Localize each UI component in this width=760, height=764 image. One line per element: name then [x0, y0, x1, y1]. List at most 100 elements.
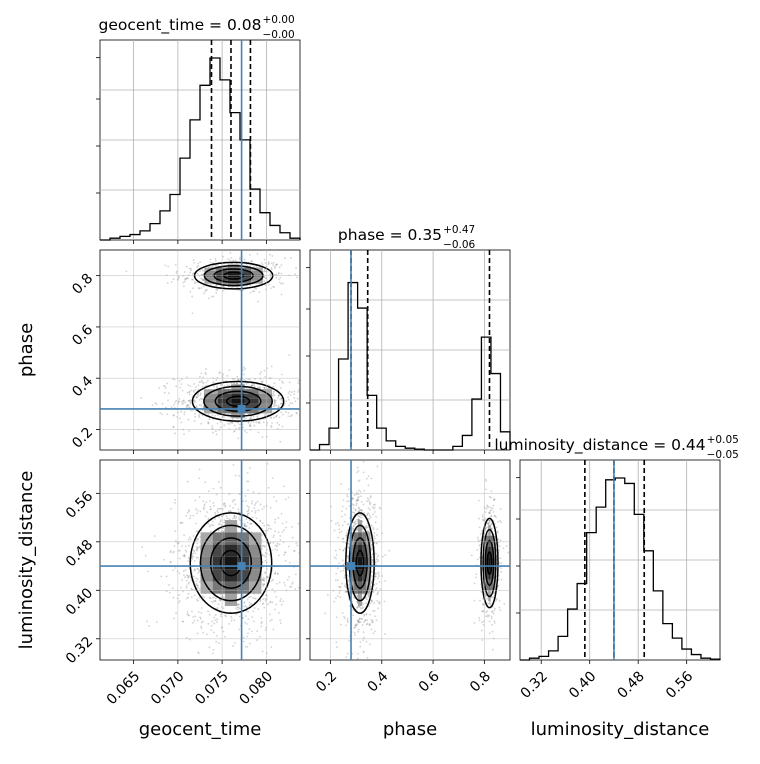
sample-point	[353, 522, 356, 525]
sample-point	[167, 399, 169, 402]
panel-title-geocent_time: geocent_time = 0.08	[99, 16, 262, 35]
sample-point	[248, 425, 251, 427]
sample-point	[235, 382, 238, 384]
sample-point	[376, 599, 379, 602]
sample-point	[211, 414, 214, 416]
sample-point	[184, 549, 187, 552]
sample-point	[335, 616, 338, 619]
sample-point	[198, 477, 201, 480]
sample-point	[180, 521, 182, 524]
sample-point	[195, 405, 198, 408]
sample-point	[187, 576, 190, 579]
sample-point	[216, 618, 219, 621]
sample-point	[184, 545, 187, 548]
sample-point	[226, 384, 229, 387]
density-cell	[231, 398, 245, 404]
sample-point	[253, 507, 256, 510]
sample-point	[222, 530, 225, 533]
sample-point	[193, 399, 196, 402]
sample-point	[366, 500, 368, 502]
sample-point	[177, 276, 180, 279]
sample-point	[496, 531, 499, 534]
sample-point	[196, 396, 198, 399]
sample-point	[195, 548, 198, 551]
sample-point	[375, 619, 378, 622]
sample-point	[179, 417, 181, 420]
sample-point	[243, 601, 246, 604]
sample-point	[195, 577, 197, 580]
sample-point	[244, 495, 247, 497]
sample-point	[211, 652, 214, 655]
sample-point	[353, 494, 356, 496]
contour-level-2	[482, 528, 497, 598]
sample-point	[284, 584, 286, 587]
sample-point	[243, 522, 246, 525]
sample-point	[488, 495, 491, 498]
sample-point	[341, 611, 344, 614]
sample-point	[237, 508, 240, 511]
x-tick-label: 0.075	[192, 668, 232, 708]
truth-marker	[237, 562, 246, 571]
sample-point	[377, 601, 380, 604]
sample-point	[352, 497, 354, 500]
y-axis-label-luminosity_distance: luminosity_distance	[16, 471, 37, 650]
sample-point	[245, 500, 247, 502]
density-cell	[203, 403, 218, 409]
sample-point	[238, 474, 240, 477]
sample-point	[212, 431, 214, 434]
sample-point	[237, 516, 240, 519]
sample-point	[341, 510, 344, 513]
sample-point	[244, 621, 247, 624]
sample-point	[356, 518, 359, 521]
sample-point	[242, 369, 245, 372]
sample-point	[188, 391, 191, 394]
sample-point	[193, 390, 195, 393]
sample-point	[282, 600, 285, 603]
sample-point	[284, 257, 286, 260]
sample-point	[261, 533, 263, 536]
sample-point	[177, 400, 180, 403]
sample-point	[264, 413, 267, 416]
sample-point	[368, 514, 371, 516]
sample-point	[283, 551, 286, 554]
sample-point	[371, 544, 373, 546]
sample-point	[242, 289, 245, 292]
sample-point	[195, 406, 198, 409]
sample-point	[242, 594, 245, 596]
sample-point	[251, 384, 254, 387]
sample-point	[277, 517, 280, 520]
sample-point	[376, 592, 379, 595]
sample-point	[199, 617, 202, 620]
sample-point	[273, 608, 276, 611]
density-cell	[239, 277, 252, 281]
sample-point	[243, 379, 245, 381]
sample-point	[357, 510, 360, 513]
sample-point	[357, 630, 360, 633]
sample-point	[263, 258, 266, 261]
sample-point	[366, 497, 369, 500]
sample-point	[261, 578, 264, 581]
sample-point	[222, 373, 225, 376]
sample-point	[203, 503, 206, 506]
sample-point	[226, 517, 228, 520]
sample-point	[366, 514, 369, 517]
sample-point	[272, 628, 275, 631]
sample-point	[258, 420, 260, 423]
panel-hist-phase: phase = 0.35 +0.47−0.06	[306, 224, 511, 454]
sample-point	[369, 516, 372, 518]
sample-point	[273, 382, 276, 385]
sample-point	[369, 503, 371, 506]
sample-point	[357, 496, 359, 499]
sample-point	[189, 517, 191, 520]
sample-point	[290, 391, 293, 393]
sample-point	[224, 505, 227, 508]
sample-point	[166, 382, 169, 385]
x-tick-label: 0.065	[104, 668, 144, 708]
sample-point	[253, 607, 256, 609]
density-cell	[251, 270, 263, 275]
sample-point	[355, 593, 358, 596]
sample-point	[487, 602, 490, 605]
sample-point	[236, 606, 239, 609]
sample-point	[199, 261, 202, 264]
sample-point	[274, 402, 277, 404]
